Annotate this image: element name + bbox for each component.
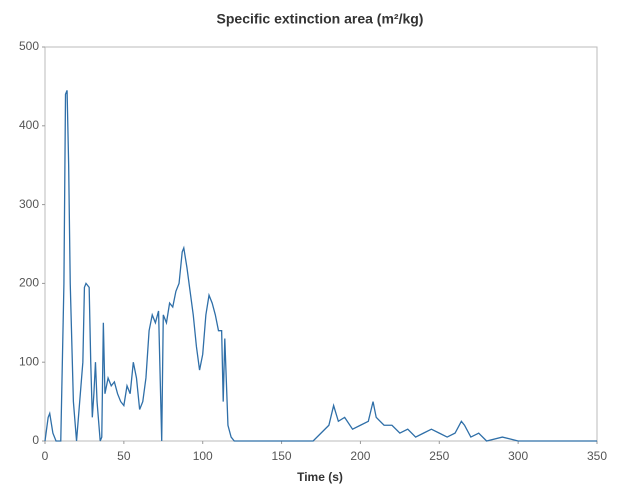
y-tick-label: 100 bbox=[19, 354, 39, 368]
x-tick-label: 0 bbox=[42, 449, 49, 463]
x-tick-label: 300 bbox=[508, 449, 528, 463]
y-tick-label: 500 bbox=[19, 39, 39, 53]
y-tick-label: 200 bbox=[19, 276, 39, 290]
y-tick-label: 0 bbox=[32, 433, 39, 447]
x-tick-label: 350 bbox=[587, 449, 607, 463]
x-tick-label: 50 bbox=[117, 449, 131, 463]
data-line bbox=[44, 90, 597, 442]
x-tick-label: 250 bbox=[429, 449, 449, 463]
x-tick-label: 200 bbox=[350, 449, 370, 463]
y-tick-label: 400 bbox=[19, 118, 39, 132]
chart-title: Specific extinction area (m²/kg) bbox=[217, 11, 424, 27]
y-tick-label: 300 bbox=[19, 197, 39, 211]
x-tick-label: 150 bbox=[272, 449, 292, 463]
x-axis-label: Time (s) bbox=[297, 470, 343, 484]
x-tick-label: 100 bbox=[193, 449, 213, 463]
plot-frame bbox=[44, 46, 598, 442]
